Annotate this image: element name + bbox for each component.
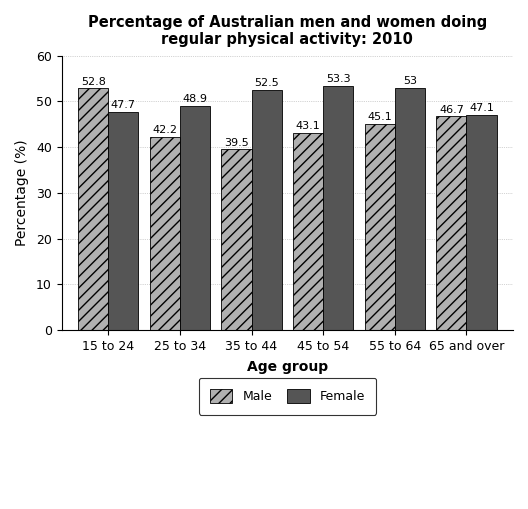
Text: 45.1: 45.1: [367, 112, 392, 122]
Text: 47.7: 47.7: [111, 100, 136, 110]
Bar: [78, 89, 108, 330]
Text: 42.2: 42.2: [153, 125, 177, 135]
Legend: Male, Female: Male, Female: [199, 378, 376, 415]
Text: 53.3: 53.3: [326, 74, 351, 84]
Text: 39.5: 39.5: [224, 137, 249, 148]
X-axis label: Age group: Age group: [247, 360, 328, 374]
Text: 53: 53: [403, 76, 417, 86]
Text: 47.1: 47.1: [469, 103, 494, 112]
Bar: [323, 86, 353, 330]
Bar: [180, 106, 210, 330]
Bar: [365, 124, 395, 330]
Text: 52.8: 52.8: [81, 77, 106, 87]
Title: Percentage of Australian men and women doing
regular physical activity: 2010: Percentage of Australian men and women d…: [88, 15, 487, 47]
Bar: [108, 112, 138, 330]
Bar: [221, 149, 251, 330]
Y-axis label: Percentage (%): Percentage (%): [15, 139, 29, 246]
Bar: [150, 137, 180, 330]
Text: 52.5: 52.5: [254, 78, 279, 88]
Bar: [436, 117, 466, 330]
Bar: [466, 115, 496, 330]
Text: 46.7: 46.7: [439, 104, 464, 115]
Text: 48.9: 48.9: [182, 95, 208, 104]
Bar: [293, 133, 323, 330]
Text: 43.1: 43.1: [296, 121, 320, 131]
Bar: [251, 90, 281, 330]
Bar: [395, 88, 425, 330]
